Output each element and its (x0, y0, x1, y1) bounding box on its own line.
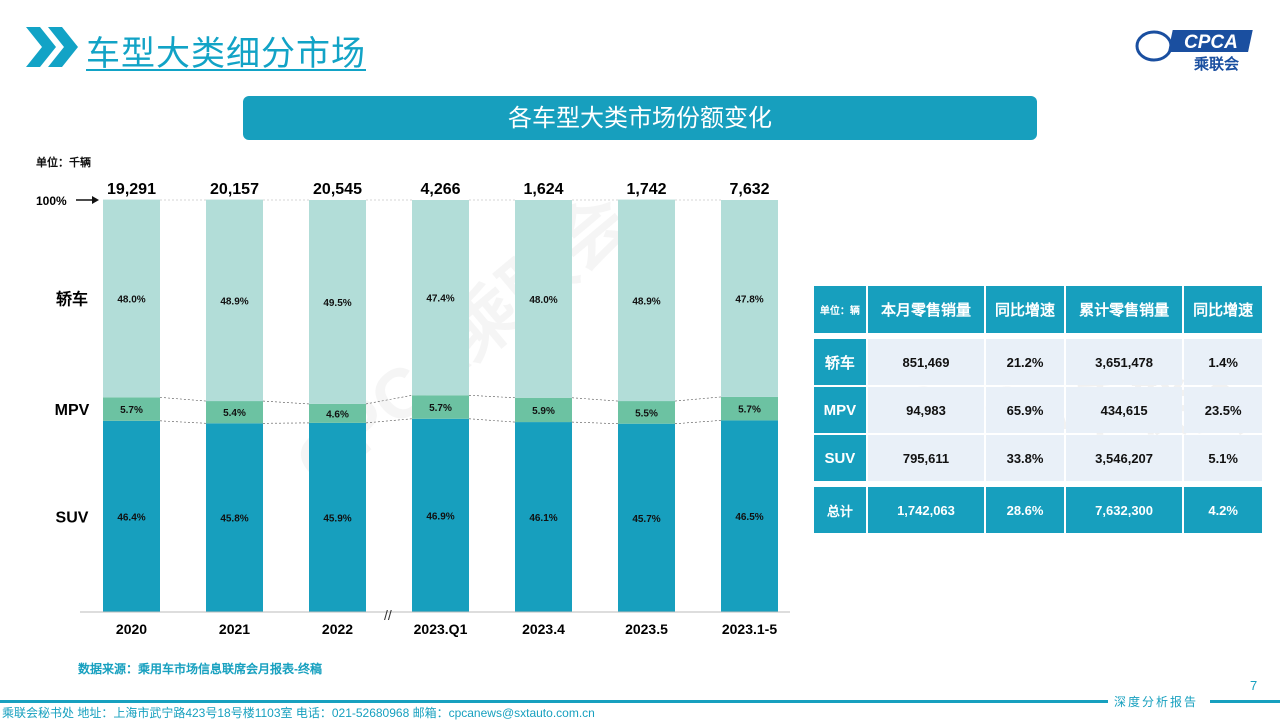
data-label: 5.7% (120, 405, 143, 416)
table-row: SUV 795,611 33.8% 3,546,207 5.1% (814, 435, 1262, 481)
total-label: 4,266 (420, 181, 460, 198)
row-label: 总计 (814, 487, 866, 533)
data-label: 47.4% (426, 294, 454, 305)
data-label: 46.9% (426, 511, 454, 522)
connector-line (160, 421, 206, 423)
total-label: 1,742 (626, 181, 666, 198)
total-label: 19,291 (107, 181, 156, 198)
table-cell: 7,632,300 (1066, 487, 1182, 533)
footer-divider (0, 700, 1108, 703)
table-cell: 5.1% (1184, 435, 1262, 481)
connector-line (366, 395, 412, 404)
header-cell: 同比增速 (1184, 286, 1262, 333)
table-cell: 434,615 (1066, 387, 1182, 433)
series-label: SUV (56, 509, 89, 526)
header-cell: 本月零售销量 (868, 286, 984, 333)
connector-line (675, 420, 721, 423)
x-tick-label: 2020 (116, 621, 147, 637)
header-cell: 累计零售销量 (1066, 286, 1182, 333)
data-label: 48.0% (529, 295, 557, 306)
data-label: 5.7% (429, 403, 452, 414)
connector-line (263, 401, 309, 404)
x-tick-label: 2023.4 (522, 621, 565, 637)
report-type: 深度分析报告 (1114, 693, 1198, 710)
chevrons-icon (26, 27, 82, 67)
data-label: 45.7% (632, 514, 660, 525)
table-row: 轿车 851,469 21.2% 3,651,478 1.4% (814, 339, 1262, 385)
connector-line (160, 397, 206, 401)
table-header-row: 单位：辆 本月零售销量 同比增速 累计零售销量 同比增速 (814, 286, 1262, 333)
table-cell: 65.9% (986, 387, 1064, 433)
data-label: 46.1% (529, 513, 557, 524)
data-label: 46.4% (117, 512, 145, 523)
data-label: 48.9% (220, 296, 248, 307)
data-label: 49.5% (323, 298, 351, 309)
sales-table: 单位：辆 本月零售销量 同比增速 累计零售销量 同比增速 轿车 851,469 … (812, 284, 1264, 535)
connector-line (366, 419, 412, 423)
table-cell: 33.8% (986, 435, 1064, 481)
top-marker-label: 100% (36, 194, 67, 208)
connector-line (572, 422, 618, 424)
data-label: 45.8% (220, 514, 248, 525)
data-label: 5.5% (635, 408, 658, 419)
total-label: 1,624 (523, 181, 563, 198)
table-row: MPV 94,983 65.9% 434,615 23.5% (814, 387, 1262, 433)
connector-line (675, 397, 721, 401)
table-cell: 23.5% (1184, 387, 1262, 433)
table-cell: 21.2% (986, 339, 1064, 385)
table-cell: 1.4% (1184, 339, 1262, 385)
data-label: 46.5% (735, 512, 763, 523)
x-tick-label: 2023.1-5 (722, 621, 777, 637)
chart-title-banner: 各车型大类市场份额变化 (243, 96, 1037, 140)
cpca-logo: CPCA 乘联会 (1134, 24, 1256, 72)
x-tick-label: 2023.Q1 (414, 621, 468, 637)
table-cell: 3,546,207 (1066, 435, 1182, 481)
data-label: 5.9% (532, 406, 555, 417)
data-label: 45.9% (323, 513, 351, 524)
table-cell: 94,983 (868, 387, 984, 433)
footer-divider (1210, 700, 1280, 703)
connector-line (469, 395, 515, 397)
page-number: 7 (1250, 678, 1257, 693)
stacked-bar-chart: 46.4% 5.7% 48.0% 19,291 2020 45.8% 5.4% 48.9% 20… (0, 160, 800, 640)
data-label: 5.7% (738, 405, 761, 416)
x-tick-label: 2022 (322, 621, 353, 637)
x-tick-label: 2021 (219, 621, 250, 637)
connector-line (572, 398, 618, 401)
table-total-row: 总计 1,742,063 28.6% 7,632,300 4.2% (814, 487, 1262, 533)
total-label: 20,157 (210, 181, 259, 198)
table-cell: 3,651,478 (1066, 339, 1182, 385)
data-label: 48.0% (117, 294, 145, 305)
connector-line (469, 419, 515, 422)
data-source: 数据来源：乘用车市场信息联席会月报表-终稿 (78, 660, 322, 677)
data-label: 4.6% (326, 409, 349, 420)
svg-text:乘联会: 乘联会 (1193, 55, 1239, 72)
x-tick-label: 2023.5 (625, 621, 668, 637)
table-cell: 4.2% (1184, 487, 1262, 533)
svg-text:CPCA: CPCA (1184, 32, 1238, 53)
page-title: 车型大类细分市场 (86, 26, 366, 75)
header-cell: 同比增速 (986, 286, 1064, 333)
table-cell: 1,742,063 (868, 487, 984, 533)
footer-address: 乘联会秘书处 地址：上海市武宁路423号18号楼1103室 电话：021-526… (2, 704, 595, 721)
series-label: 轿车 (56, 289, 88, 308)
table-cell: 28.6% (986, 487, 1064, 533)
series-label: MPV (55, 402, 90, 419)
total-label: 7,632 (729, 181, 769, 198)
data-label: 47.8% (735, 294, 763, 305)
arrow-icon (92, 196, 99, 204)
table-cell: 851,469 (868, 339, 984, 385)
total-label: 20,545 (313, 181, 362, 198)
axis-break-mark: // (384, 607, 392, 623)
header-cell: 单位：辆 (814, 286, 866, 333)
table-cell: 795,611 (868, 435, 984, 481)
data-label: 5.4% (223, 408, 246, 419)
row-label: MPV (814, 387, 866, 433)
row-label: SUV (814, 435, 866, 481)
row-label: 轿车 (814, 339, 866, 385)
data-label: 48.9% (632, 296, 660, 307)
